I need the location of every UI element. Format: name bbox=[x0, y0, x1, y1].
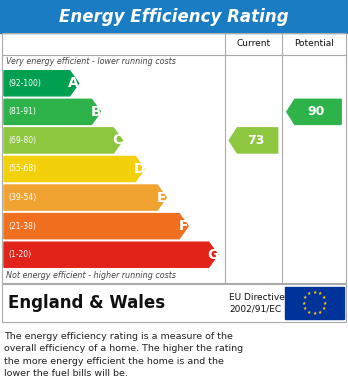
Text: Current: Current bbox=[236, 39, 270, 48]
Text: ★: ★ bbox=[307, 291, 311, 296]
Text: ★: ★ bbox=[318, 291, 322, 296]
Text: Very energy efficient - lower running costs: Very energy efficient - lower running co… bbox=[6, 57, 176, 66]
Text: (81-91): (81-91) bbox=[8, 108, 36, 117]
Bar bbox=[0, 0, 348, 33]
Text: ★: ★ bbox=[303, 295, 308, 300]
Text: C: C bbox=[112, 133, 123, 147]
Text: The energy efficiency rating is a measure of the
overall efficiency of a home. T: The energy efficiency rating is a measur… bbox=[4, 332, 243, 378]
Polygon shape bbox=[4, 185, 166, 210]
Text: 73: 73 bbox=[247, 134, 264, 147]
Text: E: E bbox=[157, 190, 166, 204]
Text: ★: ★ bbox=[312, 290, 317, 295]
Polygon shape bbox=[287, 99, 341, 124]
Text: ★: ★ bbox=[312, 311, 317, 316]
Text: (55-68): (55-68) bbox=[8, 165, 36, 174]
Text: ★: ★ bbox=[322, 306, 326, 311]
Text: ★: ★ bbox=[318, 310, 322, 315]
Text: England & Wales: England & Wales bbox=[8, 294, 165, 312]
Text: Potential: Potential bbox=[294, 39, 334, 48]
Text: Not energy efficient - higher running costs: Not energy efficient - higher running co… bbox=[6, 271, 176, 280]
Text: F: F bbox=[179, 219, 188, 233]
Bar bbox=[2, 283, 346, 323]
Text: B: B bbox=[90, 105, 101, 119]
Text: (92-100): (92-100) bbox=[8, 79, 41, 88]
Text: ★: ★ bbox=[303, 306, 308, 311]
Polygon shape bbox=[4, 71, 79, 96]
Text: (39-54): (39-54) bbox=[8, 193, 36, 202]
Text: G: G bbox=[207, 248, 219, 262]
Bar bbox=[285, 287, 344, 319]
Text: 90: 90 bbox=[308, 105, 325, 118]
Text: ★: ★ bbox=[322, 295, 326, 300]
Text: ★: ★ bbox=[302, 301, 306, 305]
Text: EU Directive
2002/91/EC: EU Directive 2002/91/EC bbox=[229, 292, 285, 314]
Polygon shape bbox=[4, 156, 144, 181]
Polygon shape bbox=[4, 128, 122, 153]
Text: (69-80): (69-80) bbox=[8, 136, 36, 145]
Text: A: A bbox=[68, 76, 79, 90]
Text: Energy Efficiency Rating: Energy Efficiency Rating bbox=[59, 7, 289, 25]
Polygon shape bbox=[229, 128, 278, 153]
Text: ★: ★ bbox=[307, 310, 311, 315]
Text: D: D bbox=[134, 162, 145, 176]
Text: ★: ★ bbox=[323, 301, 327, 305]
Polygon shape bbox=[4, 99, 101, 124]
Text: (21-38): (21-38) bbox=[8, 222, 36, 231]
Polygon shape bbox=[4, 242, 218, 267]
Bar bbox=[2, 33, 346, 283]
Text: (1-20): (1-20) bbox=[8, 250, 31, 259]
Polygon shape bbox=[4, 213, 188, 239]
Bar bbox=[2, 284, 346, 322]
